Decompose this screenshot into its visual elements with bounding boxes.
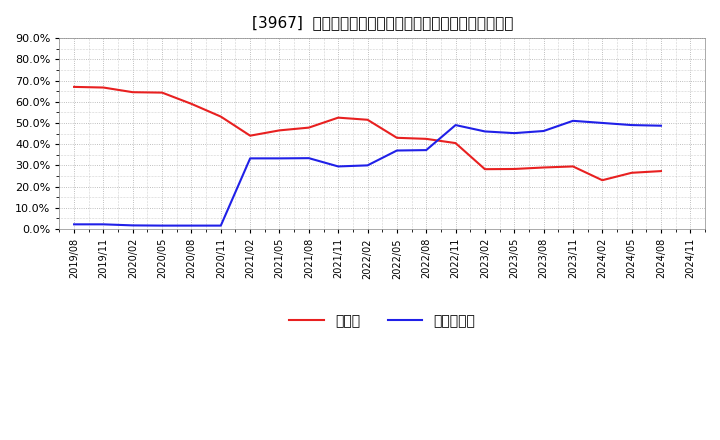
Line: 有利子負債: 有利子負債 xyxy=(74,121,661,226)
有利子負債 xyxy=(158,223,166,228)
現預金 xyxy=(657,169,665,174)
有利子負債 xyxy=(275,156,284,161)
現預金 xyxy=(305,125,313,130)
有利子負債 xyxy=(392,148,401,153)
有利子負債 xyxy=(334,164,343,169)
現預金 xyxy=(70,84,78,89)
有利子負債 xyxy=(627,122,636,128)
有利子負債 xyxy=(569,118,577,124)
有利子負債 xyxy=(451,122,460,128)
有利子負債 xyxy=(99,222,108,227)
有利子負債 xyxy=(246,156,254,161)
現預金 xyxy=(598,178,607,183)
有利子負債 xyxy=(510,131,518,136)
現預金 xyxy=(99,85,108,90)
有利子負債 xyxy=(217,223,225,228)
Title: [3967]  現預金、有利子負債の総資産に対する比率の推移: [3967] 現預金、有利子負債の総資産に対する比率の推移 xyxy=(251,15,513,30)
現預金 xyxy=(217,114,225,119)
有利子負債 xyxy=(480,129,489,134)
現預金 xyxy=(128,90,137,95)
Line: 現預金: 現預金 xyxy=(74,87,661,180)
現預金 xyxy=(275,128,284,133)
現預金 xyxy=(187,101,196,106)
有利子負債 xyxy=(363,163,372,168)
有利子負債 xyxy=(539,128,548,134)
現預金 xyxy=(363,117,372,122)
現預金 xyxy=(569,164,577,169)
有利子負債 xyxy=(305,155,313,161)
現預金 xyxy=(510,166,518,172)
有利子負債 xyxy=(70,222,78,227)
有利子負債 xyxy=(598,120,607,125)
現預金 xyxy=(627,170,636,176)
現預金 xyxy=(451,140,460,146)
現預金 xyxy=(480,167,489,172)
有利子負債 xyxy=(128,223,137,228)
有利子負債 xyxy=(422,147,431,153)
現預金 xyxy=(158,90,166,95)
現預金 xyxy=(539,165,548,170)
現預金 xyxy=(246,133,254,138)
有利子負債 xyxy=(657,123,665,128)
現預金 xyxy=(422,136,431,142)
有利子負債 xyxy=(187,223,196,228)
現預金 xyxy=(392,135,401,140)
Legend: 現預金, 有利子負債: 現預金, 有利子負債 xyxy=(284,308,481,334)
現預金 xyxy=(334,115,343,120)
